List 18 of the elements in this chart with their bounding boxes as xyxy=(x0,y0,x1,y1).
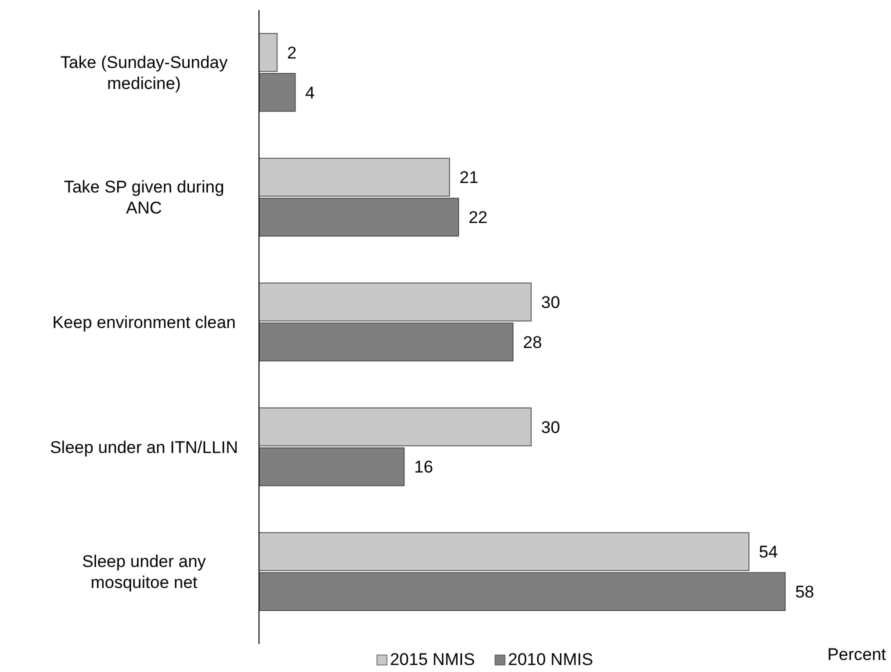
y-tick-label: Take (Sunday-Sunday medicine) xyxy=(60,52,228,93)
data-label: 54 xyxy=(758,542,778,562)
y-tick-label: Keep environment clean xyxy=(52,312,236,332)
data-label: 22 xyxy=(468,208,488,228)
data-label: 16 xyxy=(414,458,434,477)
y-tick-label: Sleep under any mosquitoe net xyxy=(82,552,206,592)
data-label: 28 xyxy=(523,332,542,352)
data-label: 4 xyxy=(305,83,315,102)
data-label: 2 xyxy=(287,43,297,62)
data-label: 30 xyxy=(541,418,560,437)
text: Percent xyxy=(827,645,886,664)
legend-label: 2010 NMIS xyxy=(508,650,594,669)
data-label: 30 xyxy=(541,292,560,312)
legend-label: 2015 NMIS xyxy=(390,650,475,669)
data-label: 58 xyxy=(795,582,814,602)
y-tick-label: Sleep under an ITN/LLIN xyxy=(50,438,238,457)
y-tick-label: Take SP given during ANC xyxy=(64,178,224,218)
data-label: 21 xyxy=(460,168,478,188)
